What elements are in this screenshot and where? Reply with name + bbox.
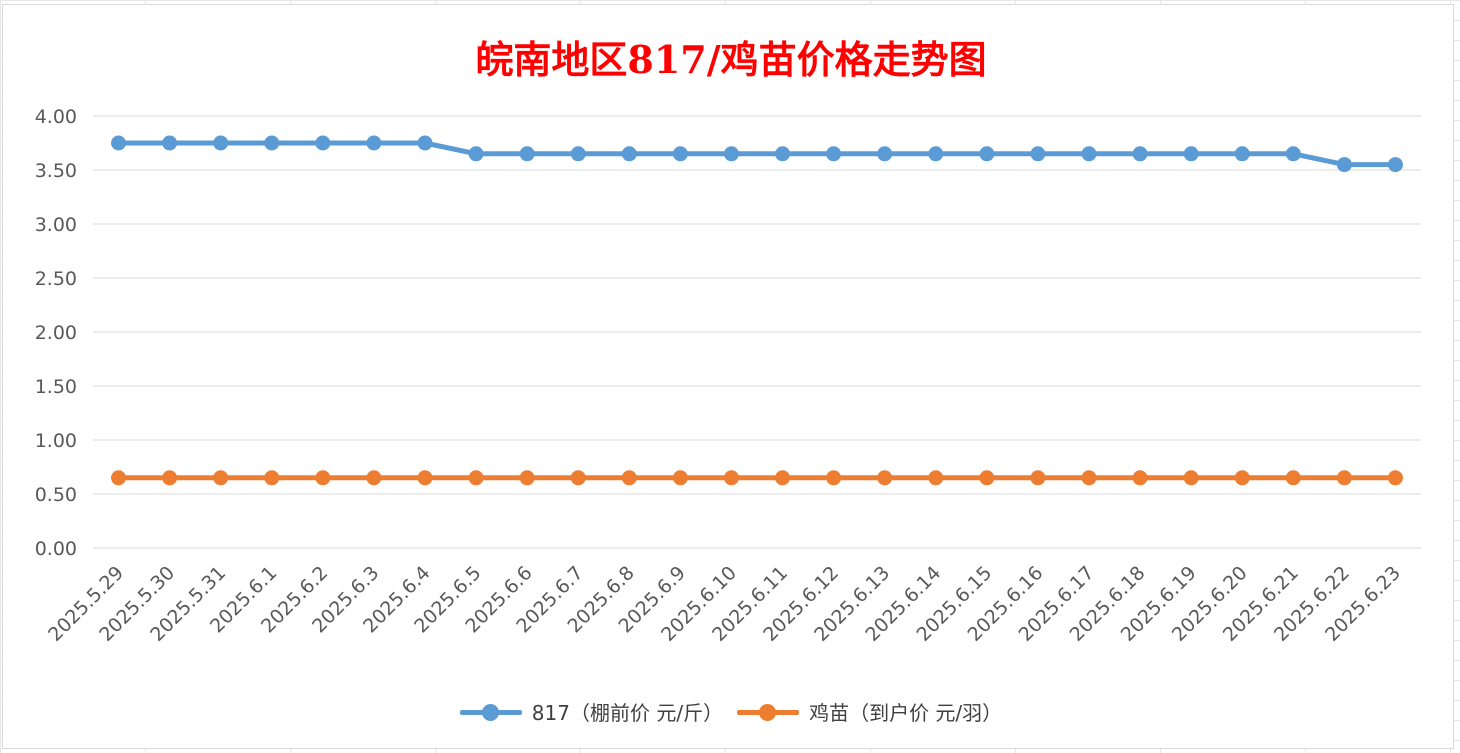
chart-title: 皖南地区817/鸡苗价格走势图 <box>475 37 987 82</box>
y-tick-label: 2.00 <box>35 322 77 344</box>
data-point-series-2 <box>1132 470 1148 486</box>
data-point-series-1 <box>877 146 893 162</box>
data-point-series-2 <box>621 470 637 486</box>
data-point-series-2 <box>366 470 382 486</box>
legend-marker-icon <box>459 700 522 724</box>
legend-label: 鸡苗（到户价 元/羽） <box>809 701 1003 725</box>
data-point-series-1 <box>162 135 178 151</box>
y-tick-label: 0.00 <box>35 538 77 560</box>
data-point-series-1 <box>1234 146 1250 162</box>
data-point-series-1 <box>1081 146 1097 162</box>
data-point-series-1 <box>1030 146 1046 162</box>
data-point-series-1 <box>775 146 791 162</box>
data-point-series-1 <box>1183 146 1199 162</box>
data-point-series-1 <box>928 146 944 162</box>
data-point-series-1 <box>621 146 637 162</box>
data-point-series-2 <box>519 470 535 486</box>
plot-area: 0.000.501.001.502.002.503.003.504.002025… <box>35 106 1421 646</box>
data-point-series-2 <box>111 470 127 486</box>
data-point-series-1 <box>366 135 382 151</box>
data-point-series-2 <box>570 470 586 486</box>
data-point-series-2 <box>213 470 229 486</box>
data-point-series-2 <box>723 470 739 486</box>
legend-marker-icon <box>737 700 800 724</box>
data-point-series-2 <box>1336 470 1352 486</box>
y-tick-label: 3.50 <box>35 160 77 182</box>
data-point-series-2 <box>775 470 791 486</box>
data-point-series-1 <box>213 135 229 151</box>
legend[interactable]: 817（棚前价 元/斤） 鸡苗（到户价 元/羽） <box>3 697 1459 726</box>
legend-label: 817（棚前价 元/斤） <box>531 701 724 725</box>
data-point-series-2 <box>1081 470 1097 486</box>
legend-item-1[interactable]: 817（棚前价 元/斤） <box>459 697 724 726</box>
y-tick-label: 2.50 <box>35 268 77 290</box>
data-point-series-1 <box>826 146 842 162</box>
data-point-series-1 <box>111 135 127 151</box>
data-point-series-2 <box>417 470 433 486</box>
data-point-series-2 <box>1285 470 1301 486</box>
data-point-series-1 <box>468 146 484 162</box>
data-point-series-2 <box>1183 470 1199 486</box>
data-point-series-1 <box>519 146 535 162</box>
data-point-series-2 <box>826 470 842 486</box>
y-tick-label: 1.00 <box>35 430 77 452</box>
data-point-series-1 <box>1336 157 1352 173</box>
data-point-series-1 <box>570 146 586 162</box>
data-point-series-2 <box>1387 470 1403 486</box>
data-point-series-2 <box>672 470 688 486</box>
data-point-series-2 <box>1030 470 1046 486</box>
data-point-series-2 <box>468 470 484 486</box>
data-point-series-1 <box>264 135 280 151</box>
data-point-series-2 <box>162 470 178 486</box>
data-point-series-1 <box>672 146 688 162</box>
y-tick-label: 0.50 <box>35 484 77 506</box>
y-tick-label: 3.00 <box>35 214 77 236</box>
data-point-series-1 <box>315 135 331 151</box>
legend-item-2[interactable]: 鸡苗（到户价 元/羽） <box>737 697 1002 726</box>
data-point-series-2 <box>264 470 280 486</box>
y-tick-label: 4.00 <box>35 106 77 128</box>
series-line-1 <box>116 140 1398 168</box>
data-point-series-2 <box>315 470 331 486</box>
chart-area[interactable]: 皖南地区817/鸡苗价格走势图 0.00 0.50 1.00 1.50 2.00 2.50… <box>2 4 1454 749</box>
data-point-series-1 <box>1387 157 1403 173</box>
y-tick-label: 1.50 <box>35 376 77 398</box>
data-point-series-2 <box>1234 470 1250 486</box>
data-point-series-2 <box>928 470 944 486</box>
data-point-series-1 <box>979 146 995 162</box>
data-point-series-1 <box>417 135 433 151</box>
data-point-series-1 <box>1285 146 1301 162</box>
data-point-series-2 <box>979 470 995 486</box>
data-point-series-1 <box>723 146 739 162</box>
data-point-series-1 <box>1132 146 1148 162</box>
data-point-series-2 <box>877 470 893 486</box>
